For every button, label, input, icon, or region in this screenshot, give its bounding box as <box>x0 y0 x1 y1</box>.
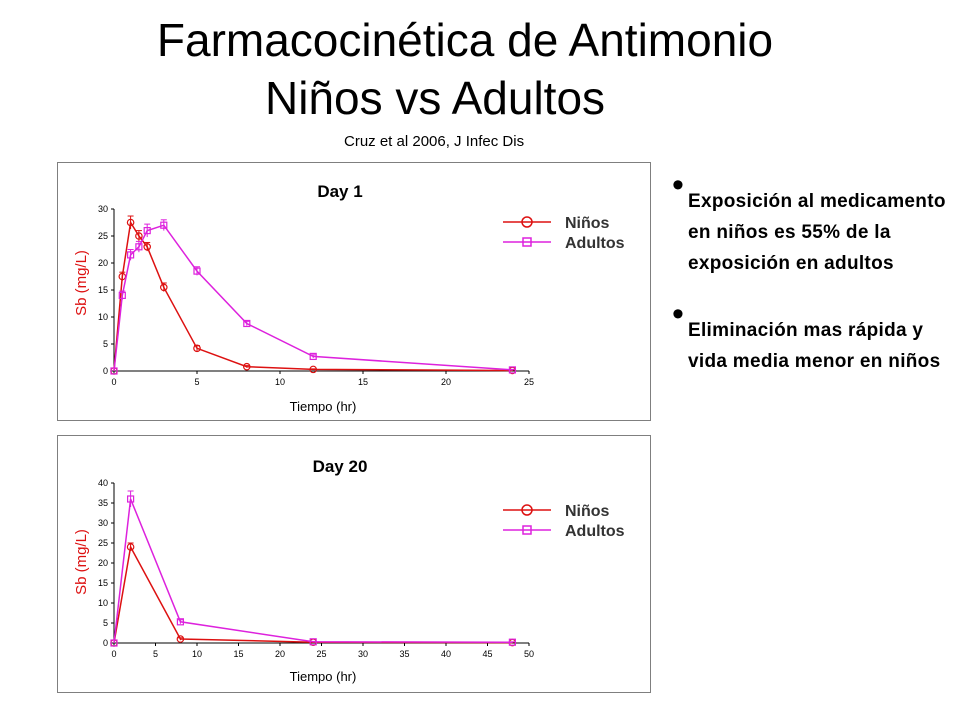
data-point-adultos <box>508 366 516 374</box>
x-tick-label: 25 <box>524 377 534 387</box>
data-point-ninos <box>309 365 318 374</box>
x-tick-label: 20 <box>441 377 451 387</box>
legend-label: Niños <box>565 215 610 232</box>
y-tick-label: 10 <box>98 598 108 608</box>
chart-title: Day 1 <box>317 182 362 201</box>
legend-label: Adultos <box>565 235 625 252</box>
legend-marker-ninos <box>521 216 533 228</box>
y-tick-label: 5 <box>103 339 108 349</box>
x-tick-label: 5 <box>153 649 158 659</box>
data-point-ninos <box>160 283 168 292</box>
chart-panel-day20: Day 20 0 5 10 15 20 25 30 35 40 45 50 0 5 10 15 20 25 30 35… <box>57 435 651 693</box>
y-tick-label: 25 <box>98 231 108 241</box>
y-tick-label: 0 <box>103 366 108 376</box>
data-point-ninos <box>176 635 185 643</box>
data-point-adultos <box>126 495 135 503</box>
bullet-text: Eliminación mas rápida y vida media meno… <box>688 320 941 372</box>
x-tick-label: 30 <box>358 649 368 659</box>
y-tick-label: 20 <box>98 558 108 568</box>
data-point-adultos <box>110 367 118 375</box>
y-tick-label: 10 <box>98 312 108 322</box>
series-line-ninos <box>113 220 513 372</box>
data-point-adultos <box>118 291 126 299</box>
data-point-adultos <box>508 638 516 646</box>
legend-label: Adultos <box>565 523 625 540</box>
x-tick-label: 40 <box>441 649 451 659</box>
y-tick-label: 5 <box>103 618 108 628</box>
y-tick-label: 25 <box>98 538 108 548</box>
bullet-dot-icon: • <box>672 295 685 333</box>
bullet-list: • Exposición al medicamento en niños es … <box>672 168 952 377</box>
x-tick-label: 0 <box>111 649 116 659</box>
slide-title-line1: Farmacocinética de Antimonio <box>156 14 774 66</box>
data-point-ninos <box>243 362 251 371</box>
chart-day20: Day 20 0 5 10 15 20 25 30 35 40 45 50 0 5 10 15 20 25 30 35… <box>73 457 625 684</box>
data-point-ninos <box>143 243 152 251</box>
y-tick-label: 40 <box>98 478 108 488</box>
data-point-adultos <box>126 251 135 259</box>
series-line-adultos <box>113 224 513 372</box>
x-tick-label: 15 <box>233 649 243 659</box>
chart-day1: Day 1 0 5 10 15 20 25 0 5 10 15 20 25 30 Tiempo (hr) Sb… <box>73 182 625 414</box>
y-tick-label: 0 <box>103 638 108 648</box>
data-point-adultos <box>309 638 317 646</box>
bullet-text: Exposición al medicamento en niños es 55… <box>688 191 946 274</box>
x-axis-label: Tiempo (hr) <box>290 399 357 414</box>
citation: Cruz et al 2006, J Infec Dis <box>344 133 525 150</box>
chart-title: Day 20 <box>313 457 368 476</box>
series-line-ninos <box>113 544 513 644</box>
y-axis-label: Sb (mg/L) <box>73 250 90 316</box>
data-point-adultos <box>243 319 251 328</box>
data-point-adultos <box>110 639 118 647</box>
legend-label: Niños <box>565 503 610 520</box>
data-point-adultos <box>143 226 151 235</box>
x-tick-label: 25 <box>316 649 326 659</box>
data-point-adultos <box>135 243 143 251</box>
x-tick-label: 20 <box>275 649 285 659</box>
y-tick-label: 15 <box>98 578 108 588</box>
bullet-dot-icon: • <box>672 166 685 204</box>
y-tick-label: 35 <box>98 498 108 508</box>
y-tick-label: 30 <box>98 518 108 528</box>
legend-marker-ninos <box>521 504 533 516</box>
data-point-adultos <box>160 221 168 229</box>
data-point-ninos <box>126 218 135 227</box>
x-tick-label: 10 <box>275 377 285 387</box>
x-tick-label: 5 <box>194 377 199 387</box>
x-axis-label: Tiempo (hr) <box>290 669 357 684</box>
y-tick-label: 15 <box>98 285 108 295</box>
data-point-ninos <box>135 232 143 240</box>
y-axis-label: Sb (mg/L) <box>73 529 90 595</box>
slide-title-line2: Niños vs Adultos <box>264 72 606 124</box>
x-tick-label: 15 <box>358 377 368 387</box>
y-tick-label: 20 <box>98 258 108 268</box>
x-tick-label: 0 <box>111 377 116 387</box>
y-tick-label: 30 <box>98 204 108 214</box>
x-tick-label: 45 <box>482 649 492 659</box>
data-point-ninos <box>193 344 201 353</box>
bullet-item: • Eliminación mas rápida y vida media me… <box>672 297 952 377</box>
x-tick-label: 50 <box>524 649 534 659</box>
x-tick-label: 35 <box>399 649 409 659</box>
data-point-adultos <box>176 618 185 626</box>
x-tick-label: 10 <box>192 649 202 659</box>
series-line-adultos <box>113 498 513 644</box>
legend-marker-adultos <box>522 525 532 535</box>
data-point-ninos <box>126 543 135 551</box>
bullet-item: • Exposición al medicamento en niños es … <box>672 168 952 279</box>
data-point-adultos <box>193 267 201 275</box>
data-point-adultos <box>309 352 317 361</box>
chart-panel-day1: Day 1 0 5 10 15 20 25 0 5 10 15 20 25 30 Tiempo (hr) Sb… <box>57 162 651 421</box>
legend-marker-adultos <box>522 237 532 247</box>
